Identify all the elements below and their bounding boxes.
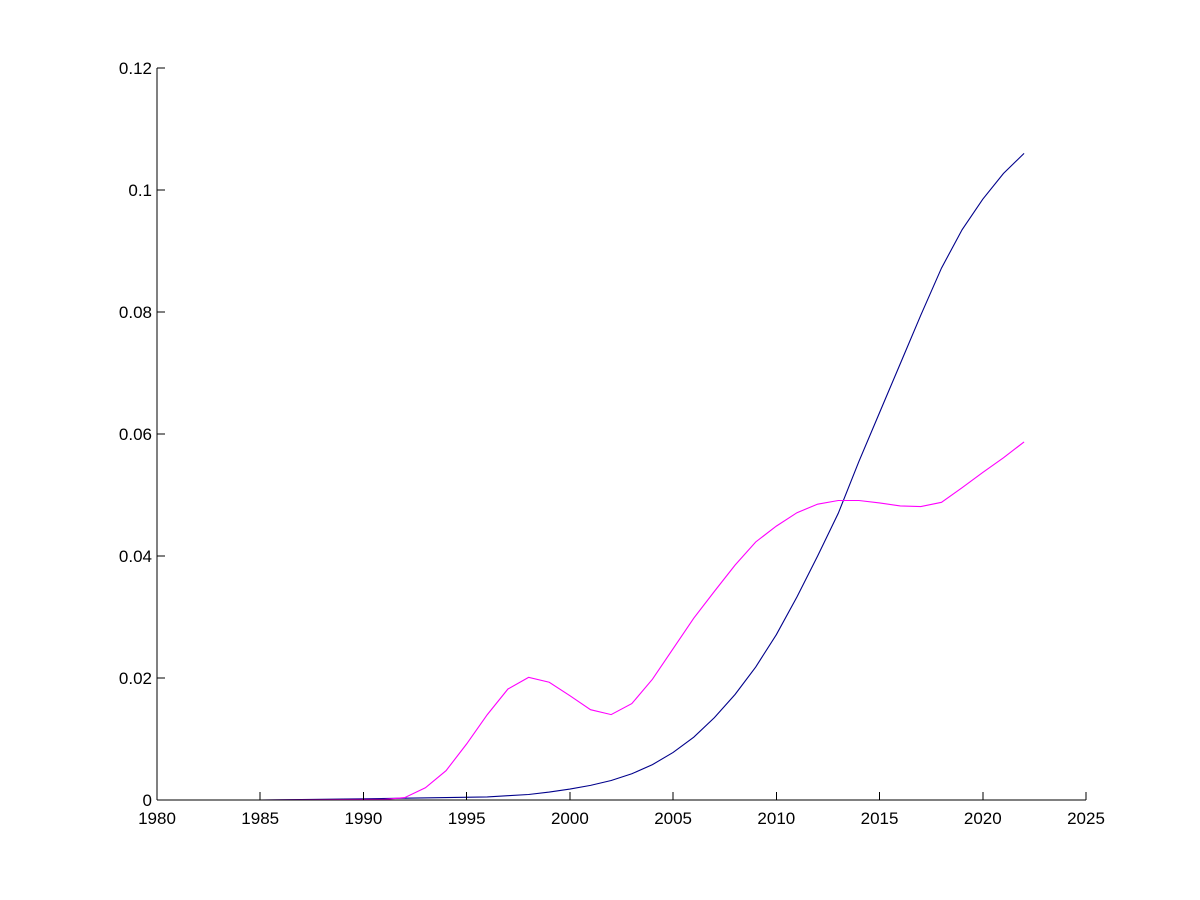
x-tick-label: 2015 — [861, 809, 899, 828]
y-tick-label: 0 — [143, 791, 152, 810]
x-tick-label: 2025 — [1067, 809, 1105, 828]
series-layer — [157, 153, 1025, 801]
x-tick-label: 2005 — [654, 809, 692, 828]
y-tick-label: 0.12 — [119, 59, 152, 78]
x-tick-label: 2020 — [964, 809, 1002, 828]
series-line-1 — [157, 153, 1025, 801]
y-tick-label: 0.02 — [119, 669, 152, 688]
series-line-2 — [157, 441, 1025, 801]
x-tick-label: 1980 — [138, 809, 176, 828]
y-tick-label: 0.1 — [128, 181, 152, 200]
x-tick-label: 2000 — [551, 809, 589, 828]
y-tick-label: 0.08 — [119, 303, 152, 322]
x-tick-label: 2010 — [757, 809, 795, 828]
y-tick-label: 0.04 — [119, 547, 152, 566]
x-tick-label: 1995 — [448, 809, 486, 828]
axes: 1980 1985 1990 1995 2000 2005 2010 2015 2020 2025… — [119, 59, 1105, 828]
x-tick-label: 1990 — [345, 809, 383, 828]
x-tick-label: 1985 — [241, 809, 279, 828]
y-tick-label: 0.06 — [119, 425, 152, 444]
